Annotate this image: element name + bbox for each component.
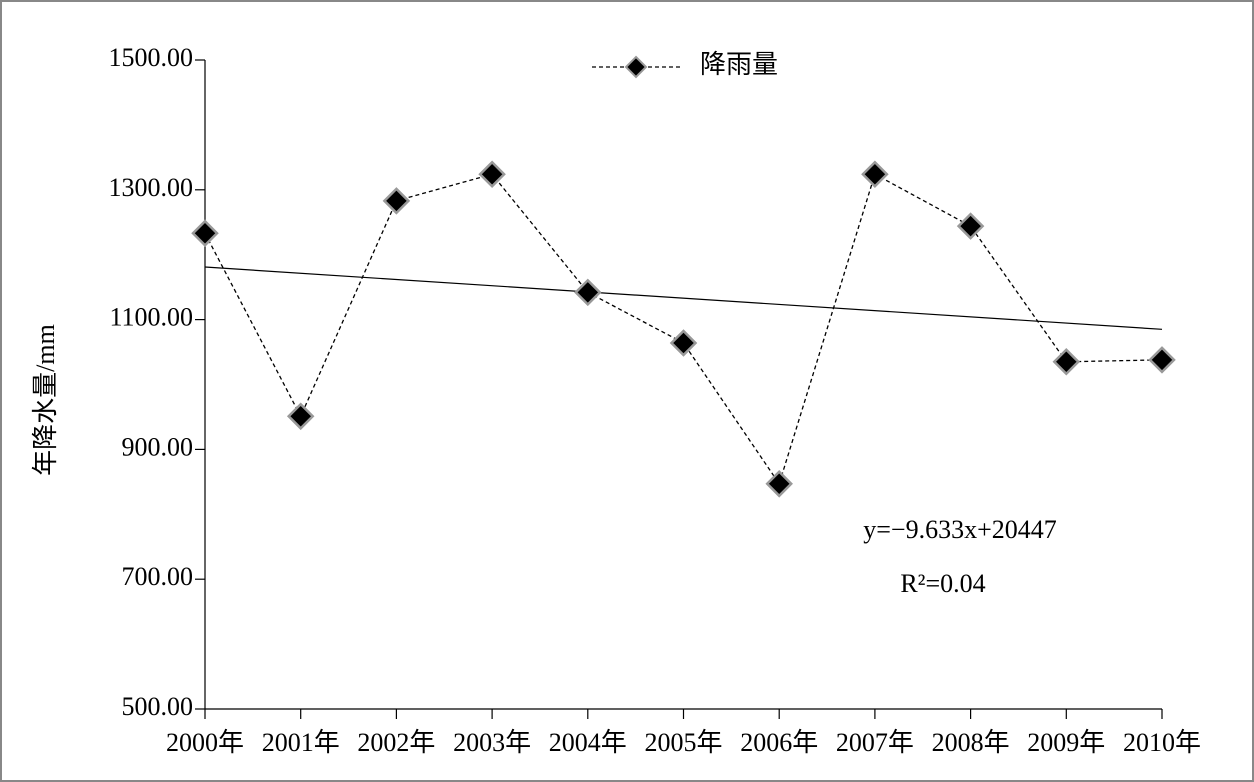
y-tick-label: 500.00 xyxy=(122,692,194,721)
legend-label: 降雨量 xyxy=(700,50,778,79)
marker xyxy=(574,278,602,307)
r-squared: R²=0.04 xyxy=(900,569,985,598)
marker xyxy=(382,187,411,215)
marker xyxy=(1052,348,1081,376)
y-axis-label: 年降水量/mm xyxy=(31,324,60,476)
x-tick-label: 2009年 xyxy=(1027,728,1105,757)
marker xyxy=(956,212,985,240)
y-tick-label: 700.00 xyxy=(122,562,194,591)
x-tick-label: 2003年 xyxy=(453,728,531,757)
y-tick-label: 900.00 xyxy=(122,432,194,461)
x-tick-label: 2001年 xyxy=(262,728,340,757)
marker xyxy=(286,402,315,431)
x-tick-label: 2010年 xyxy=(1123,728,1201,757)
marker xyxy=(669,329,698,357)
marker xyxy=(478,160,506,188)
y-tick-label: 1100.00 xyxy=(109,303,193,332)
x-tick-label: 2006年 xyxy=(740,728,818,757)
marker xyxy=(191,219,219,248)
y-tick-label: 1300.00 xyxy=(109,173,194,202)
x-tick-label: 2000年 xyxy=(166,728,244,757)
x-tick-label: 2008年 xyxy=(932,728,1010,757)
marker xyxy=(861,160,889,188)
x-tick-label: 2004年 xyxy=(549,728,627,757)
trendline xyxy=(204,266,1163,330)
y-tick-label: 1500.00 xyxy=(109,43,194,72)
legend-marker xyxy=(624,55,648,79)
equation: y=−9.633x+20447 xyxy=(863,515,1057,544)
x-tick-label: 2007年 xyxy=(836,728,914,757)
x-tick-label: 2005年 xyxy=(644,728,722,757)
marker xyxy=(1148,346,1176,374)
marker xyxy=(765,470,793,498)
x-tick-label: 2002年 xyxy=(357,728,435,757)
